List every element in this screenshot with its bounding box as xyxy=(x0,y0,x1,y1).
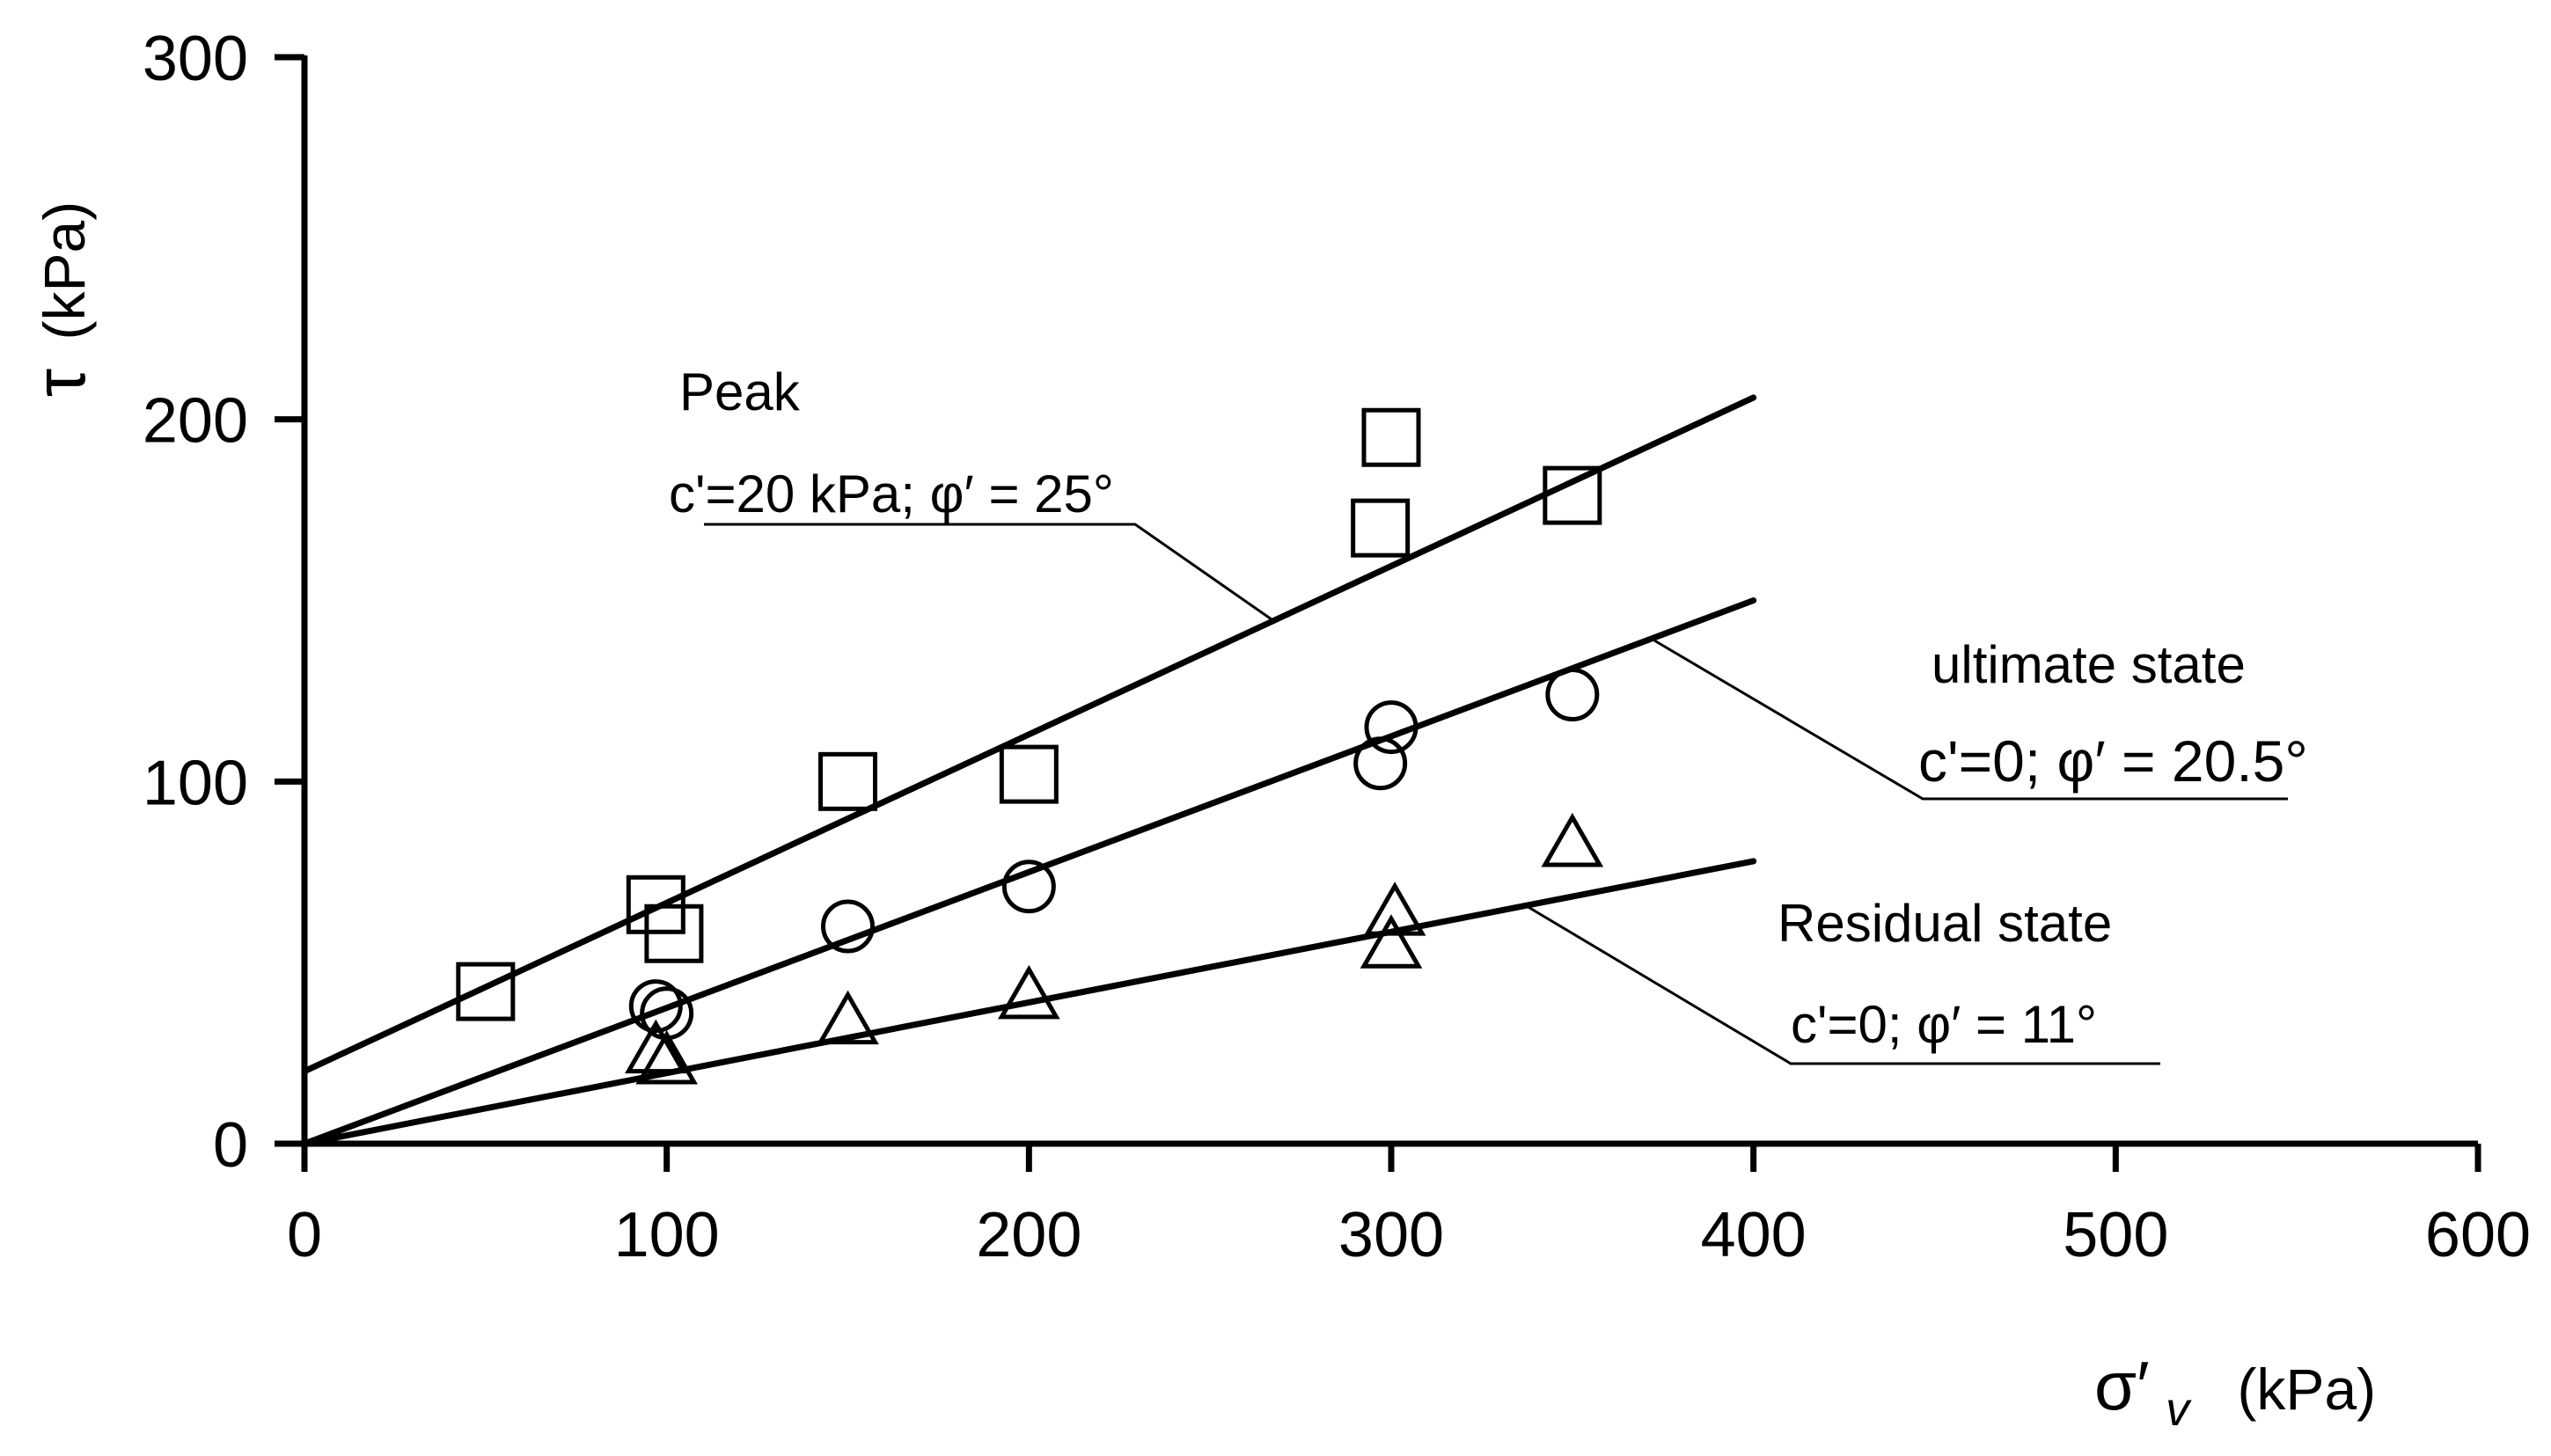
x-axis-label: σ′ v (kPa) xyxy=(2094,1347,2376,1438)
peak-point-square xyxy=(1351,498,1411,558)
peak-annotation-title: Peak xyxy=(679,362,801,421)
ultimate-point-circle xyxy=(1353,736,1408,791)
residual-point-triangle xyxy=(1541,812,1604,867)
residual-point-triangle xyxy=(1360,914,1423,969)
y-axis-symbol: τ xyxy=(20,369,100,397)
residual-leader xyxy=(1526,904,2160,1065)
peak-point-square xyxy=(818,751,877,811)
ultimate-annotation-title: ultimate state xyxy=(1932,635,2246,694)
y-axis-label: τ (kPa) xyxy=(20,201,100,397)
residual-fit-line xyxy=(301,858,1757,1147)
ultimate-point-circle xyxy=(1001,860,1056,914)
x-tick-label: 500 xyxy=(2063,1200,2168,1270)
ultimate-annotation-params: c'=0; φ′ = 20.5° xyxy=(1918,728,2308,794)
ultimate-point-circle xyxy=(1545,668,1600,722)
axes: 0 100 200 300 400 500 600 0 100 200 300 xyxy=(143,24,2531,1270)
residual-point-triangle xyxy=(817,990,879,1045)
ultimate-point-circle xyxy=(821,899,875,954)
x-tick-label: 200 xyxy=(976,1200,1081,1270)
peak-point-square xyxy=(644,904,704,963)
x-axis-unit: (kPa) xyxy=(2237,1357,2376,1422)
y-axis-unit: (kPa) xyxy=(32,201,97,340)
peak-fit-line xyxy=(301,394,1757,1075)
x-tick-label: 400 xyxy=(1701,1200,1807,1270)
ultimate-leader xyxy=(1653,639,2288,801)
residual-point-triangle xyxy=(998,964,1060,1020)
x-tick-label: 600 xyxy=(2425,1200,2531,1270)
fit-lines xyxy=(301,394,1757,1147)
peak-point-square xyxy=(999,744,1059,804)
peak-point-square xyxy=(1543,465,1602,525)
x-axis-symbol: σ′ xyxy=(2094,1347,2150,1424)
peak-point-square xyxy=(1361,407,1421,467)
data-markers xyxy=(456,407,1604,1085)
x-axis-subscript: v xyxy=(2166,1383,2192,1436)
x-tick-label: 0 xyxy=(287,1200,322,1270)
residual-annotation-title: Residual state xyxy=(1778,894,2112,953)
peak-point-square xyxy=(456,962,516,1021)
ultimate-point-circle xyxy=(1364,700,1418,755)
residual-annotation-params: c'=0; φ′ = 11° xyxy=(1791,995,2097,1054)
residual-point-triangle xyxy=(1363,882,1426,936)
ultimate-point-circle xyxy=(628,979,683,1034)
x-tick-label: 300 xyxy=(1338,1200,1444,1270)
ultimate-fit-line xyxy=(301,597,1757,1147)
peak-leader xyxy=(704,523,1272,621)
annotation-leaders xyxy=(704,523,2288,1065)
residual-point-triangle xyxy=(624,1019,687,1074)
y-tick-label: 100 xyxy=(143,748,248,818)
peak-annotation-params: c'=20 kPa; φ′ = 25° xyxy=(669,465,1114,523)
y-tick-label: 300 xyxy=(143,24,248,94)
y-tick-label: 0 xyxy=(213,1110,248,1181)
x-tick-label: 100 xyxy=(614,1200,720,1270)
residual-point-triangle xyxy=(635,1029,698,1085)
y-tick-label: 200 xyxy=(143,386,248,457)
